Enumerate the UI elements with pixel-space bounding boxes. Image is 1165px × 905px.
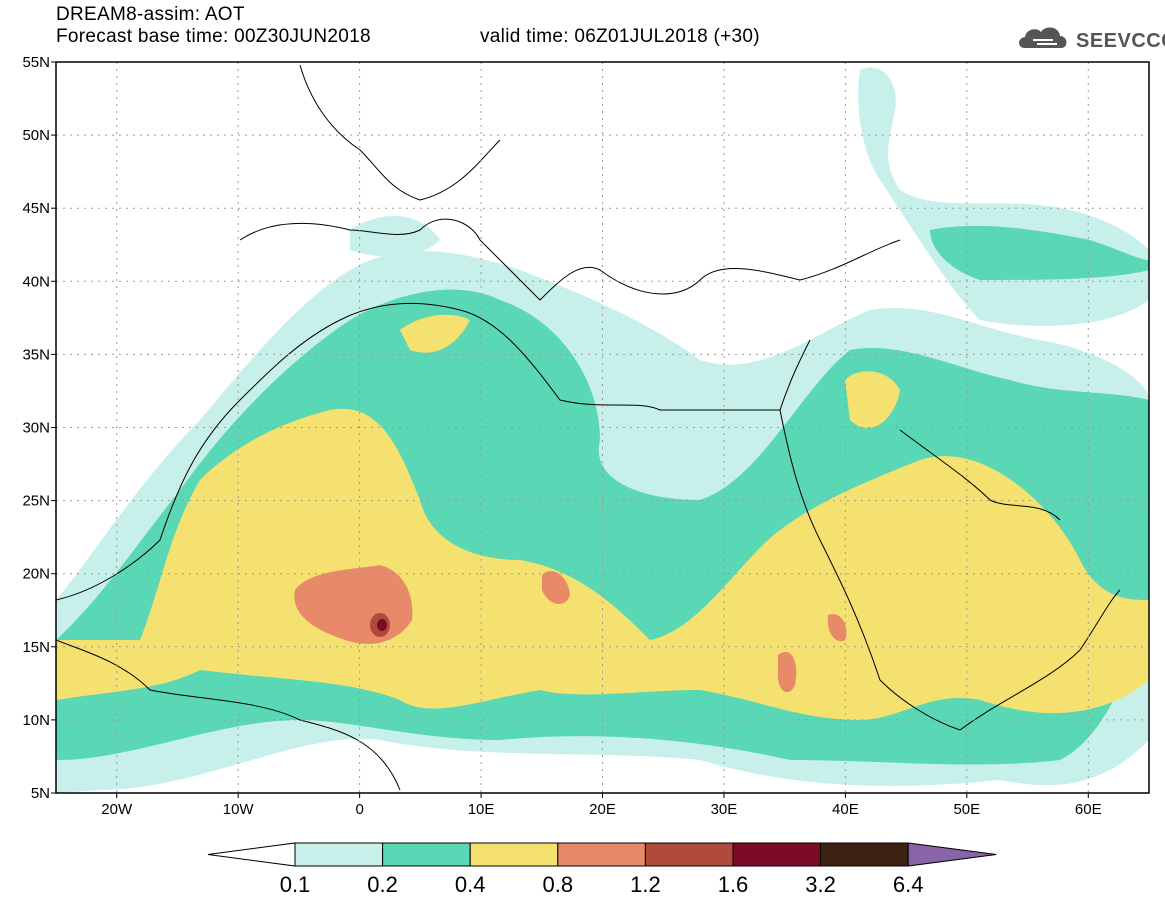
lon-tick-label: 20W xyxy=(101,801,133,818)
lat-tick-label: 10N xyxy=(22,712,50,729)
lat-tick-label: 15N xyxy=(22,639,50,656)
lat-tick-label: 45N xyxy=(22,200,50,217)
coastlines xyxy=(56,64,1121,791)
lon-tick-label: 10E xyxy=(468,801,495,818)
aot-contour-0.8-c xyxy=(777,651,797,693)
aot-contour-0.4 xyxy=(56,408,1149,720)
colorbar-labels: 0.1 0.2 0.4 0.8 1.2 1.6 3.2 6.4 xyxy=(280,872,924,897)
cloud-icon xyxy=(1019,27,1067,48)
colorbar-label: 1.2 xyxy=(630,872,661,897)
title-line-1: DREAM8-assim: AOT xyxy=(56,4,245,25)
lat-tick-label: 50N xyxy=(22,127,50,144)
colorbar-box xyxy=(294,842,384,867)
aot-contour-0.4-iraq xyxy=(845,371,900,429)
colorbar-label: 0.2 xyxy=(367,872,398,897)
aot-contour-1.6 xyxy=(377,619,387,631)
aot-contour-0.4-tunisia xyxy=(400,314,470,353)
aot-field xyxy=(56,67,1149,793)
lat-tick-label: 20N xyxy=(22,566,50,583)
colorbar-boxes xyxy=(207,842,997,867)
colorbar-label: 3.2 xyxy=(805,872,836,897)
colorbar-box xyxy=(644,842,734,867)
logo-text: SEEVCCC xyxy=(1076,30,1165,52)
lon-tick-label: 50E xyxy=(953,801,980,818)
colorbar-box xyxy=(732,842,822,867)
title-line-2: Forecast base time: 00Z30JUN2018 xyxy=(56,26,371,47)
lat-tick-label: 30N xyxy=(22,420,50,437)
lat-tick-label: 55N xyxy=(22,54,50,71)
lon-tick-label: 20E xyxy=(589,801,616,818)
aot-contour-0.1-med xyxy=(350,216,440,257)
colorbar-label: 6.4 xyxy=(893,872,924,897)
lat-tick-label: 25N xyxy=(22,493,50,510)
lon-tick-label: 40E xyxy=(832,801,859,818)
longitude-axis: 20W 10W 0 10E 20E 30E 40E 50E 60E xyxy=(101,793,1102,818)
colorbar-label: 0.1 xyxy=(280,872,311,897)
colorbar-over-triangle xyxy=(907,842,997,867)
lon-tick-label: 30E xyxy=(711,801,738,818)
colorbar-label: 0.4 xyxy=(455,872,486,897)
colorbar-box xyxy=(820,842,909,867)
colorbar-label: 1.6 xyxy=(718,872,749,897)
colorbar-box xyxy=(557,842,646,867)
valid-time: valid time: 06Z01JUL2018 (+30) xyxy=(480,26,760,47)
lat-tick-label: 35N xyxy=(22,346,50,363)
colorbar-box xyxy=(382,842,471,867)
lon-tick-label: 0 xyxy=(355,801,363,818)
colorbar-label: 0.8 xyxy=(543,872,574,897)
aot-contour-0.2-north xyxy=(930,225,1149,280)
colorbar-box xyxy=(469,842,559,867)
lon-tick-label: 10W xyxy=(223,801,255,818)
colorbar-under-triangle xyxy=(207,842,296,867)
aot-contour-0.8-d xyxy=(827,614,847,642)
lat-tick-label: 40N xyxy=(22,273,50,290)
lat-tick-label: 5N xyxy=(31,785,50,802)
latitude-axis: 55N 50N 45N 40N 35N 30N 25N 20N 15N 10N 5N xyxy=(22,54,56,802)
lon-tick-label: 60E xyxy=(1075,801,1102,818)
aot-contour-0.8-b xyxy=(542,571,570,605)
